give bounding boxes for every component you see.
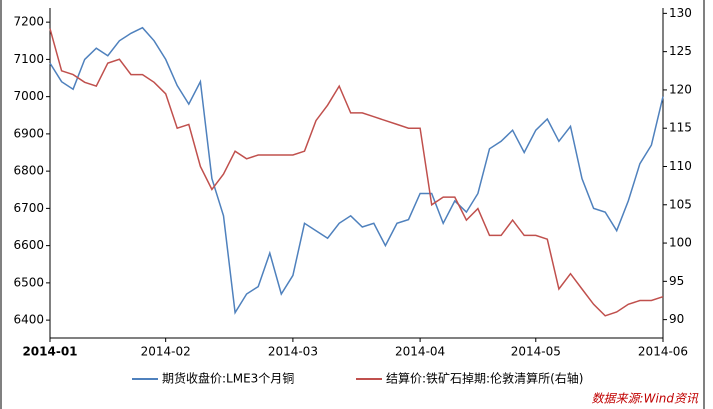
source-note: 数据来源:Wind资讯 — [592, 392, 699, 406]
legend-label: 期货收盘价:LME3个月铜 — [162, 371, 294, 386]
y-tick-label: 6800 — [13, 164, 44, 178]
x-tick-label: 2014-02 — [141, 345, 191, 359]
y2-tick-label: 125 — [669, 44, 692, 58]
x-tick-label: 2014-05 — [511, 345, 561, 359]
y-tick-label: 6600 — [13, 238, 44, 252]
y-tick-label: 6700 — [13, 201, 44, 215]
x-tick-label: 2014-04 — [395, 345, 445, 359]
y2-tick-label: 100 — [669, 236, 692, 250]
y2-tick-label: 115 — [669, 121, 692, 135]
y-tick-label: 7100 — [13, 52, 44, 66]
y2-tick-label: 130 — [669, 6, 692, 20]
legend-label: 结算价:铁矿石掉期:伦敦清算所(右轴) — [386, 371, 583, 386]
y-tick-label: 6500 — [13, 275, 44, 289]
y-tick-label: 7200 — [13, 15, 44, 29]
series-line — [49, 28, 664, 317]
y2-tick-label: 110 — [669, 159, 692, 173]
y-tick-label: 6400 — [13, 313, 44, 327]
y2-tick-label: 120 — [669, 82, 692, 96]
y-tick-label: 6900 — [13, 126, 44, 140]
y2-tick-label: 105 — [669, 197, 692, 211]
x-tick-label: 2014-03 — [268, 345, 318, 359]
y2-tick-label: 95 — [669, 274, 684, 288]
y2-tick-label: 90 — [669, 312, 684, 326]
series-line — [49, 26, 664, 315]
x-tick-label: 2014-06 — [638, 345, 688, 359]
x-tick-label: 2014-01 — [22, 345, 77, 359]
y-tick-label: 7000 — [13, 89, 44, 103]
